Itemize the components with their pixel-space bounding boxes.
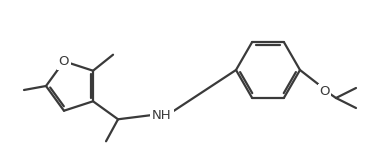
Text: NH: NH [152,109,172,122]
Text: O: O [59,55,69,68]
Text: O: O [319,85,329,98]
